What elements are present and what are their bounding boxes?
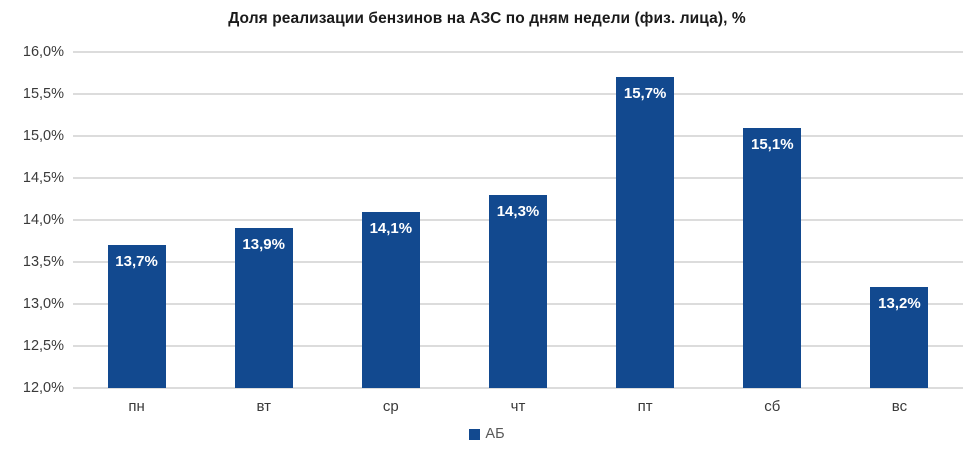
bar-value-label: 14,3% — [496, 202, 540, 220]
gridline — [73, 51, 963, 53]
y-tick-label: 12,0% — [22, 380, 64, 396]
y-tick-label: 12,5% — [22, 338, 64, 354]
legend-swatch-icon — [469, 428, 481, 440]
x-tick-label: вс — [891, 398, 908, 415]
x-tick-label: ср — [382, 398, 399, 415]
x-axis: пн вт ср чт пт сб вс — [73, 398, 963, 418]
bar: 15,7% — [616, 77, 675, 388]
bar-value-label: 13,9% — [242, 236, 285, 254]
bar-value-label: 15,7% — [623, 85, 667, 103]
plot-area: 13,7% 13,9% 14,1% 14,3% 15,7% 15,1% 13,2% — [73, 51, 963, 389]
gridline — [73, 135, 963, 137]
bar-value-label: 13,2% — [878, 295, 921, 313]
gridline — [73, 177, 963, 179]
bar-value-label: 13,7% — [115, 253, 158, 271]
chart-title: Доля реализации бензинов на АЗС по дням … — [228, 10, 746, 27]
x-tick-label: вт — [256, 398, 271, 415]
y-tick-label: 14,5% — [22, 170, 64, 186]
gridline — [73, 387, 963, 389]
bar: 13,9% — [234, 228, 293, 388]
x-tick-label: чт — [510, 398, 526, 415]
x-tick-label: пн — [128, 398, 145, 415]
legend-series-label: АБ — [485, 426, 505, 442]
x-tick-label: сб — [764, 398, 781, 415]
bar-value-label: 15,1% — [751, 135, 794, 153]
bar: 15,1% — [743, 127, 802, 388]
bar: 13,2% — [870, 287, 929, 388]
gridline — [73, 93, 963, 95]
y-tick-label: 15,5% — [22, 86, 64, 102]
y-tick-label: 15,0% — [22, 128, 64, 144]
bar: 14,1% — [361, 211, 420, 388]
y-tick-label: 13,5% — [22, 254, 64, 270]
y-tick-label: 13,0% — [22, 296, 64, 312]
x-tick-label: пт — [637, 398, 653, 415]
y-tick-label: 14,0% — [22, 212, 64, 228]
legend: АБ — [0, 424, 974, 444]
bar: 13,7% — [107, 245, 166, 388]
bar-value-label: 14,1% — [369, 219, 413, 237]
y-tick-label: 16,0% — [22, 44, 64, 60]
bar: 14,3% — [489, 194, 547, 388]
y-axis: 12,0% 12,5% 13,0% 13,5% 14,0% 14,5% 15,0% 15,5%… — [0, 44, 64, 396]
